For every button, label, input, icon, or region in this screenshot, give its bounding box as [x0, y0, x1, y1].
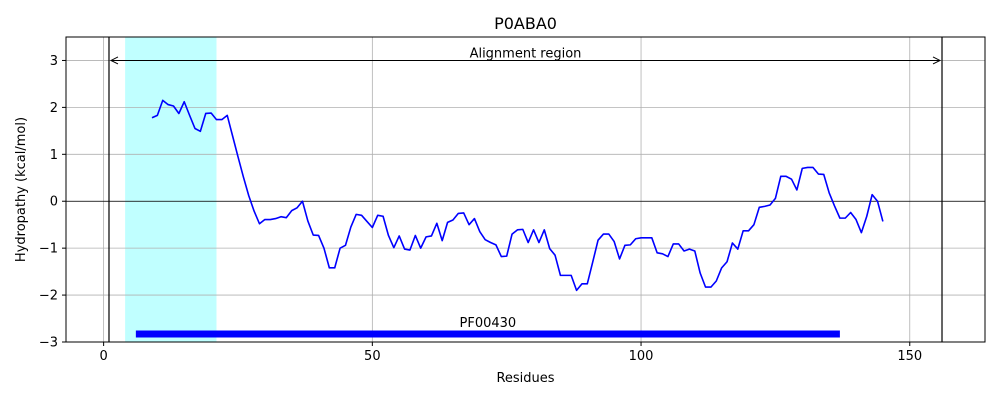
- y-axis-label: Hydropathy (kcal/mol): [14, 117, 29, 262]
- x-tick-label: 150: [897, 349, 922, 364]
- series-layer: [151, 99, 884, 292]
- domain-bar-label: PF00430: [460, 316, 517, 331]
- tick-layer: 0 50 100 150 −3 −2 −1 0 1 2 3: [39, 54, 922, 364]
- alignment-region-label: Alignment region: [470, 46, 582, 61]
- chart-title: P0ABA0: [494, 14, 557, 33]
- shaded-region: [125, 37, 217, 342]
- plot-frame: [65, 36, 986, 343]
- y-tick-label: 3: [50, 54, 58, 69]
- annotation-layer: Alignment region: [109, 46, 942, 65]
- domain-bar-layer: PF00430: [135, 316, 840, 338]
- y-tick-label: −1: [39, 242, 58, 257]
- shaded-region-layer: [125, 37, 217, 342]
- x-tick-label: 0: [99, 349, 107, 364]
- boundary-lines-layer: [108, 37, 943, 342]
- y-tick-label: −2: [39, 289, 58, 304]
- x-tick-label: 50: [364, 349, 381, 364]
- y-tick-label: 2: [50, 101, 58, 116]
- alignment-arrow-right-head: [932, 56, 942, 65]
- y-tick-label: 1: [50, 148, 58, 163]
- x-axis-label: Residues: [496, 371, 554, 386]
- alignment-arrow-left-head: [109, 56, 119, 65]
- x-tick-label: 100: [629, 349, 654, 364]
- y-tick-label: −3: [39, 336, 58, 351]
- hydropathy-line: [151, 99, 884, 292]
- y-tick-label: 0: [50, 195, 58, 210]
